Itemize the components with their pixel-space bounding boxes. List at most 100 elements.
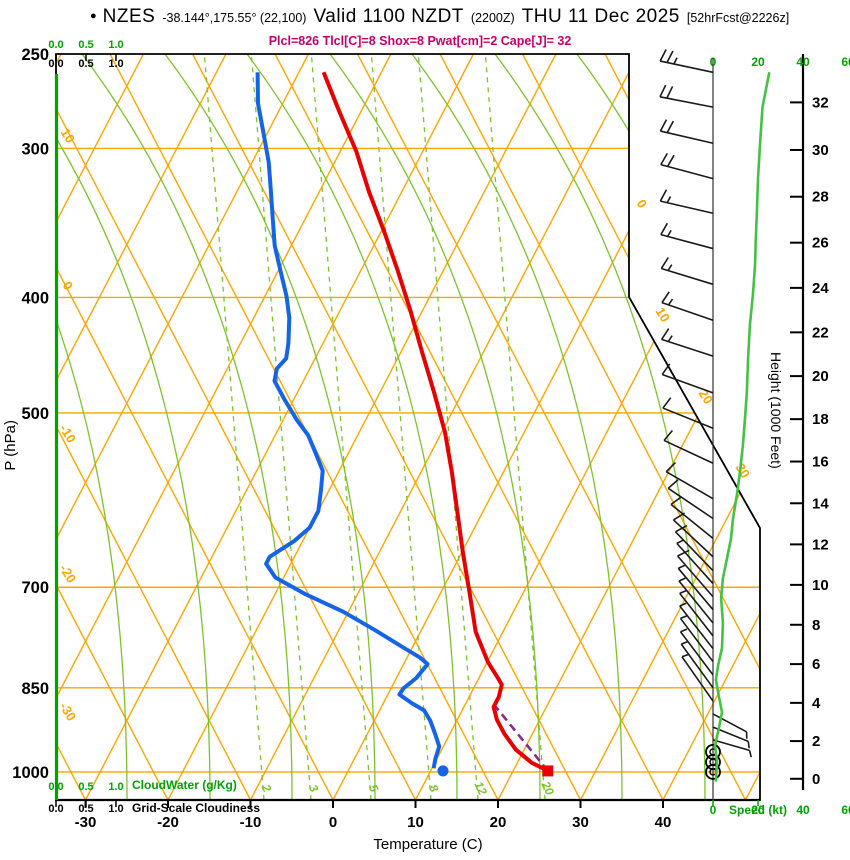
wind-barb xyxy=(712,713,748,739)
moist-adiabat-line xyxy=(246,54,458,800)
isotherm-label-right: 30 xyxy=(733,461,753,481)
moist-adiabat-line xyxy=(494,54,706,800)
height-tick-label: 10 xyxy=(812,577,829,594)
moist-adiabat-line xyxy=(329,54,541,800)
height-tick-label: 28 xyxy=(812,189,829,206)
valid-zulu: (2200Z) xyxy=(470,11,515,25)
wind-barb xyxy=(677,564,714,611)
height-tick-label: 8 xyxy=(812,617,820,634)
calm-wind-circle xyxy=(705,764,721,780)
parcel-path-curve xyxy=(491,702,549,772)
wind-barb xyxy=(661,291,714,321)
height-axis-label: Height (1000 Feet) xyxy=(768,352,784,469)
temperature-axis: -30 -20 -10 0 10 20 30 40 xyxy=(75,800,672,831)
dry-adiabat-line xyxy=(56,54,169,800)
speed-bottom-tick-label: 0 xyxy=(710,803,717,817)
moist-adiabat-line xyxy=(164,54,376,800)
mixing-ratio-label: 2 xyxy=(258,781,274,794)
sounding-curves xyxy=(255,71,771,782)
wind-barb xyxy=(676,539,714,585)
mixing-ratio-line xyxy=(370,54,432,800)
isotherm-label-right: 0 xyxy=(634,197,651,211)
dewpoint-curve xyxy=(255,72,442,769)
wind-barb xyxy=(681,653,714,702)
station-bullet-icon: ● xyxy=(90,10,97,22)
wind-barb xyxy=(712,739,752,758)
wind-barb xyxy=(679,628,714,676)
cloudiness-bottom-tick-label: 1.0 xyxy=(108,803,123,815)
dry-adiabat-line xyxy=(56,54,417,800)
cloudwater-bottom-tick-label: 0.0 xyxy=(48,781,63,793)
wind-barb xyxy=(659,119,714,144)
forecast-tag: [52hrFcst@2226z] xyxy=(686,11,790,25)
wind-barb xyxy=(672,512,714,558)
height-tick-label: 20 xyxy=(812,368,829,385)
moist-adiabat-line xyxy=(81,54,293,800)
temperature-tick-label: 30 xyxy=(572,814,589,831)
mixing-ratio-label: 3 xyxy=(306,782,322,794)
isotherm-line xyxy=(167,54,557,800)
isotherm-line xyxy=(744,54,760,800)
height-tick-label: 30 xyxy=(812,142,829,159)
wind-barb xyxy=(659,84,714,108)
height-tick-label: 4 xyxy=(812,695,821,712)
speed-bottom-tick-label: 60 xyxy=(841,803,850,817)
valid-time: Valid 1100 NZDT xyxy=(313,6,464,27)
height-tick-label: 18 xyxy=(812,411,829,428)
wind-speed-curve xyxy=(713,72,771,782)
pressure-axis: 250 300 400 500 700 850 1000 xyxy=(12,46,49,782)
station-coords: -38.144°,175.55° (22,100) xyxy=(162,11,307,25)
dry-adiabat-line xyxy=(56,54,334,800)
cloud-scales: 0.0 0.0 0.0 0.0 0.5 0.5 0.5 0.5 1.0 1.0 1.0 1.0 xyxy=(48,39,123,815)
cloudiness-top-tick-label: 0.0 xyxy=(48,58,63,70)
wind-barb xyxy=(663,429,714,465)
isotherm-line xyxy=(56,54,227,800)
pressure-tick-label: 400 xyxy=(21,289,49,307)
wind-barb xyxy=(659,49,714,74)
wind-barb xyxy=(660,222,714,250)
cloudwater-top-tick-label: 0.5 xyxy=(78,39,93,51)
temperature-tick-label: -30 xyxy=(75,814,97,831)
speed-top-tick-label: 40 xyxy=(796,55,810,69)
chart-title: ● NZES -38.144°,175.55° (22,100) Valid 1… xyxy=(90,6,789,28)
wind-barbs xyxy=(659,49,752,800)
isotherm-line xyxy=(497,54,760,800)
cloudiness-bottom-tick-label: 0.5 xyxy=(78,803,93,815)
cloudwater-bottom-tick-label: 1.0 xyxy=(108,781,123,793)
wind-barb xyxy=(659,189,714,215)
wind-barb xyxy=(662,397,714,430)
height-tick-label: 26 xyxy=(812,235,829,252)
mixing-ratio-line xyxy=(310,54,372,800)
wind-barb xyxy=(665,461,714,500)
dry-adiabat-line xyxy=(274,54,664,800)
pressure-tick-label: 850 xyxy=(21,680,49,698)
moist-adiabat-line xyxy=(411,54,623,800)
wind-barb xyxy=(679,615,714,663)
cloudiness-axis-label: Grid-Scale Cloudiness xyxy=(132,801,261,815)
height-tick-label: 12 xyxy=(812,536,829,553)
surface-dewpoint xyxy=(437,765,449,777)
height-tick-label: 16 xyxy=(812,454,829,471)
isotherm-label-left: 10 xyxy=(58,126,78,146)
height-tick-label: 14 xyxy=(812,495,829,512)
mixing-ratio-label: 20 xyxy=(538,778,557,797)
skewt-grid xyxy=(56,54,760,800)
mixing-ratio-line xyxy=(417,54,479,800)
temperature-tick-label: 20 xyxy=(490,814,507,831)
height-tick-label: 0 xyxy=(812,771,820,788)
temperature-tick-label: -20 xyxy=(157,814,179,831)
wind-barb xyxy=(660,257,714,286)
sounding-parameters: Plcl=826 Tlcl[C]=8 Shox=8 Pwat[cm]=2 Cap… xyxy=(268,34,572,48)
isotherm-label-right: 10 xyxy=(653,305,673,325)
dry-adiabat-line xyxy=(356,54,747,800)
isotherm-line xyxy=(579,54,760,800)
isotherm-label-left: -10 xyxy=(56,422,79,446)
wind-barb xyxy=(679,602,714,650)
temperature-tick-label: 40 xyxy=(655,814,672,831)
pressure-tick-label: 1000 xyxy=(12,764,49,782)
cloudiness-top-tick-label: 0.5 xyxy=(78,58,93,70)
height-tick-label: 2 xyxy=(812,733,820,750)
